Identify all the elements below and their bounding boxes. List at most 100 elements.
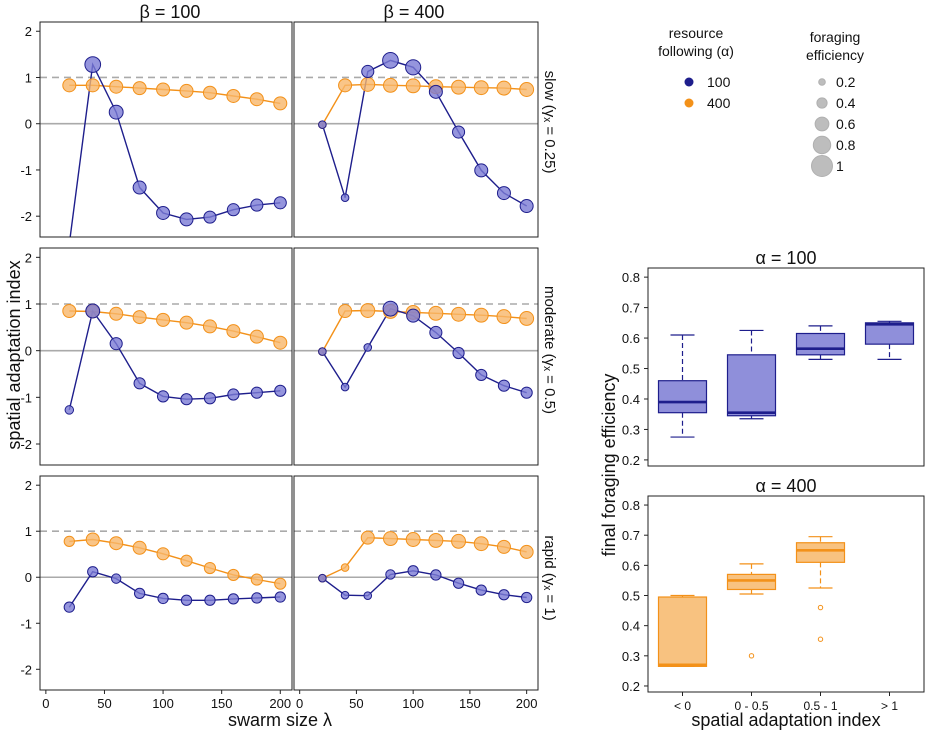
data-point-alpha-400	[273, 96, 288, 111]
data-point-alpha-100	[474, 163, 489, 178]
data-point-alpha-100	[132, 180, 147, 195]
data-point-alpha-400	[156, 82, 171, 97]
box-y-tick-label: 0.6	[622, 331, 640, 346]
panel-slow-beta-100: -2 -1 0 1 2	[20, 21, 293, 238]
data-point-alpha-100	[63, 601, 75, 613]
data-point-alpha-100	[452, 346, 465, 360]
legend: resource following (α) 100 400 foraging …	[658, 25, 864, 177]
box-panel-frame	[647, 267, 925, 467]
legend-size-entry: 0.8	[836, 137, 856, 153]
legend-size-swatch	[818, 78, 826, 86]
data-point-alpha-100	[340, 382, 350, 392]
data-point-alpha-100	[452, 125, 466, 139]
series-line-alpha-100	[321, 59, 528, 207]
data-point-alpha-400	[62, 304, 77, 318]
data-point-alpha-400	[360, 76, 376, 92]
data-point-alpha-400	[340, 563, 350, 572]
data-point-alpha-400	[156, 547, 170, 561]
row-label-rapid: rapid (γₓ = 1)	[541, 535, 558, 620]
data-point-alpha-100	[64, 405, 75, 415]
data-point-alpha-400	[383, 77, 398, 93]
x-tick-label: 100	[152, 696, 174, 711]
box-y-tick-label: 0.7	[622, 528, 640, 543]
box-y-tick-label: 0.8	[622, 498, 640, 513]
data-point-alpha-100	[274, 591, 286, 603]
box-y-tick-label: 0.7	[622, 301, 640, 316]
panel-rapid-beta-100: -2 -1 0 1 2 0 50 100 150 200	[20, 475, 293, 711]
series-line-alpha-400	[69, 84, 281, 105]
data-point-alpha-400	[496, 309, 512, 325]
legend-color-title-2: following (α)	[658, 43, 734, 59]
data-point-alpha-400	[338, 304, 353, 318]
box-iqr	[795, 332, 846, 356]
y-tick-label: -1	[20, 616, 32, 631]
data-point-alpha-400	[132, 81, 147, 96]
box-y-tick-label: 0.2	[622, 453, 640, 468]
data-point-alpha-400	[227, 568, 240, 582]
legend-size-entry: 0.6	[836, 116, 856, 132]
box-x-tick-label: > 1	[881, 699, 898, 713]
data-point-alpha-400	[405, 78, 421, 94]
x-tick-label: 50	[349, 696, 363, 711]
data-point-alpha-100	[274, 384, 287, 397]
data-point-alpha-100	[250, 198, 264, 212]
data-point-alpha-100	[520, 386, 533, 399]
data-point-alpha-100	[429, 325, 443, 340]
series-line-alpha-100	[68, 309, 281, 411]
panel-frame	[39, 21, 293, 238]
x-tick-label: 200	[516, 696, 538, 711]
legend-swatch-100	[684, 77, 694, 87]
series-line-alpha-100	[321, 307, 527, 394]
data-point-alpha-400	[383, 531, 398, 547]
panel-frame	[293, 247, 539, 466]
data-point-alpha-400	[202, 319, 217, 334]
y-tick-label: 0	[25, 344, 32, 359]
col-header-beta-400: β = 400	[384, 2, 445, 22]
box-title-alpha-400: α = 400	[756, 476, 817, 496]
data-point-alpha-100	[340, 193, 350, 202]
y-tick-label: 1	[25, 297, 32, 312]
panel-moderate-beta-100: -2 -1 0 1 2	[20, 247, 293, 466]
data-point-alpha-100	[475, 584, 487, 596]
box-outlier	[748, 653, 755, 659]
data-point-alpha-400	[451, 533, 467, 549]
legend-size-title-2: efficiency	[806, 47, 864, 63]
data-point-alpha-100	[85, 303, 101, 319]
data-point-alpha-400	[519, 311, 535, 326]
series-line-alpha-100	[68, 570, 281, 608]
series-line-alpha-400	[322, 536, 527, 579]
left-x-axis-label: swarm size λ	[228, 710, 332, 730]
legend-size-swatch	[814, 116, 830, 132]
data-point-alpha-100	[133, 587, 146, 600]
box-outlier	[817, 636, 824, 642]
data-point-alpha-100	[318, 120, 327, 129]
right-panel-grid: 0.20.30.40.50.60.70.80.20.30.40.50.60.70…	[622, 267, 925, 713]
row-label-slow: slow (γₓ = 0.25)	[541, 71, 558, 174]
panel-frame	[39, 247, 293, 466]
data-point-alpha-400	[496, 80, 512, 96]
y-tick-label: -2	[20, 437, 32, 452]
data-point-alpha-100	[519, 199, 534, 214]
box-y-tick-label: 0.4	[622, 619, 640, 634]
data-point-alpha-400	[226, 324, 241, 339]
box-y-tick-label: 0.8	[622, 270, 640, 285]
panel-frame	[39, 475, 293, 691]
size-legend: 0.2 0.4 0.6 0.8 1	[811, 74, 856, 177]
panel-rapid-beta-400: 0 50 100 150 200	[293, 475, 539, 711]
panel-data	[318, 300, 535, 399]
box-x-tick-label: 0 - 0.5	[734, 699, 768, 713]
box-iqr	[726, 354, 777, 417]
data-point-alpha-400	[360, 530, 375, 545]
data-point-alpha-400	[109, 79, 124, 94]
x-tick-label: 150	[459, 696, 481, 711]
box-iqr	[726, 573, 777, 591]
data-point-alpha-400	[132, 310, 147, 325]
data-point-alpha-400	[180, 554, 193, 567]
data-point-alpha-100	[475, 368, 488, 382]
data-point-alpha-100	[318, 347, 327, 356]
y-tick-label: -1	[20, 390, 32, 405]
data-point-alpha-100	[407, 565, 419, 577]
boxplot-panel-alpha-100: 0.2 0.3 0.4 0.5 0.6 0.7 0.8	[622, 267, 925, 468]
data-point-alpha-100	[227, 388, 240, 401]
panel-data	[62, 56, 288, 237]
